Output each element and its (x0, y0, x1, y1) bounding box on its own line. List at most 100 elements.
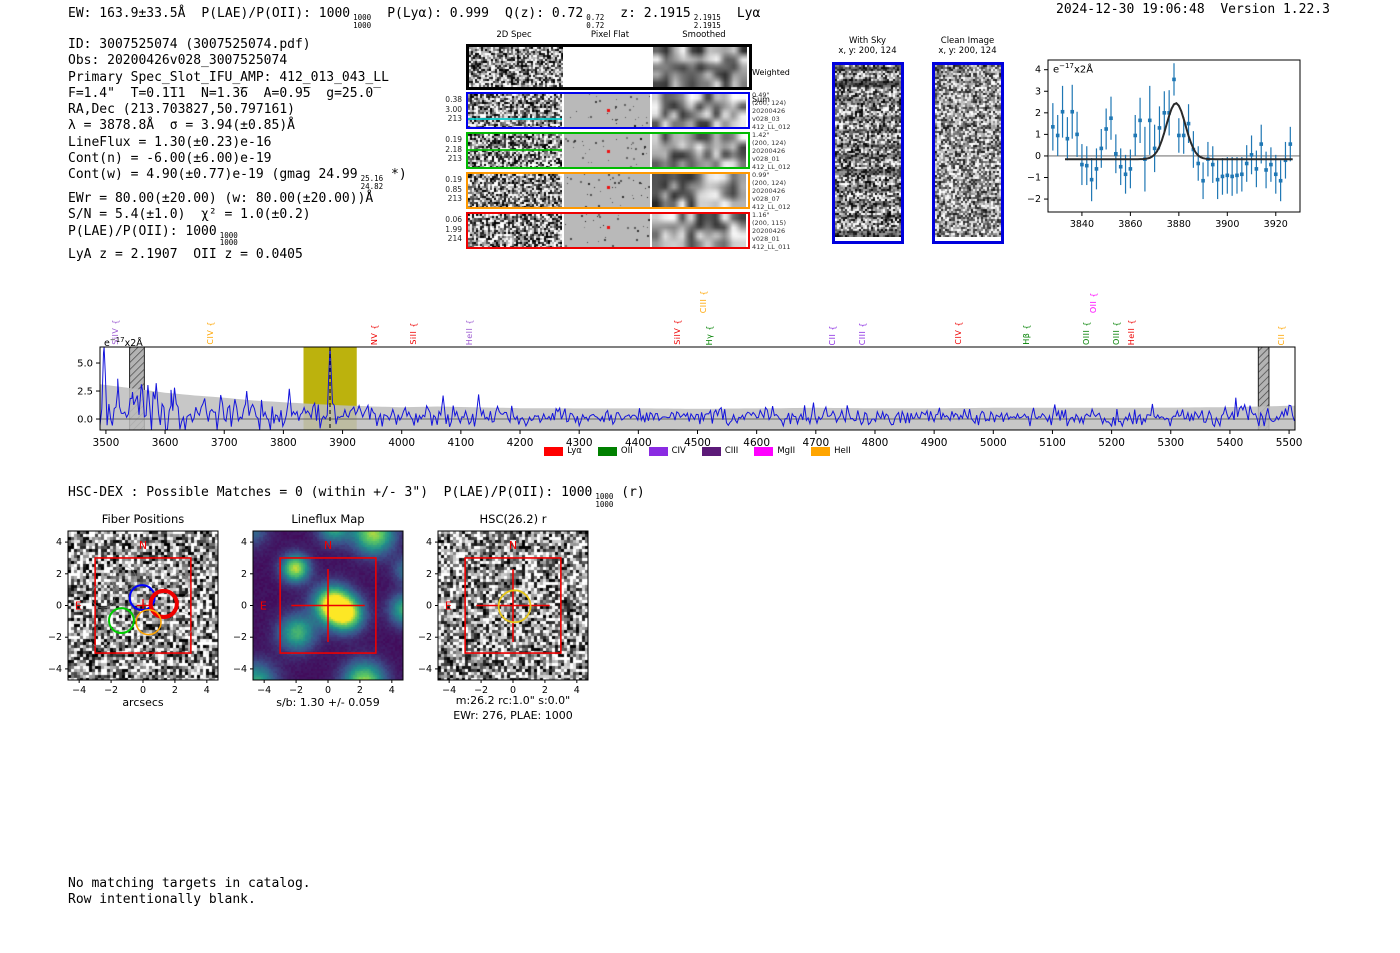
fit-data-point (1055, 133, 1060, 138)
legend-item-lyα: Lyα (544, 446, 582, 456)
fit-gaussian-curve (1065, 101, 1293, 161)
hsc-dex-text-stack-lo: 1000 (595, 499, 614, 509)
info-line-7-text: Cont(n) = -6.00(±6.00)e-19 (68, 151, 272, 167)
tick-label: −2 (418, 632, 432, 643)
fit-data-point (1244, 161, 1249, 166)
emission-label-nv-2: NV { (370, 323, 380, 345)
tick-label: 4 (1035, 65, 1041, 76)
emission-label-hγ-7: Hγ { (704, 324, 714, 345)
info-line-6-text: LineFlux = 1.30(±0.23)e-16 (68, 134, 272, 150)
tick-label: 5100 (1039, 437, 1066, 449)
spec2d-row-1-left-labels: 0.19 2.18 213 (445, 135, 462, 163)
tick-label: 4 (241, 537, 247, 548)
legend-swatch (597, 446, 617, 456)
header-token-5: Lyα (737, 6, 760, 21)
fit-data-point (1240, 172, 1244, 177)
fit-data-point (1196, 161, 1201, 166)
spec2d-row-1-annotations: 1.42" (200, 124) 20200426 v028_01 412_LL_012 (752, 131, 791, 171)
tick-label: 5400 (1217, 437, 1244, 449)
spec2d-row-1-fiber-trace (468, 149, 562, 151)
fit-data-point (1065, 136, 1070, 141)
fit-data-point (1269, 162, 1273, 167)
aperture-circle (497, 589, 532, 624)
legend-item-civ: CIV (648, 446, 686, 456)
fit-data-point (1177, 133, 1181, 138)
fit-data-point (1118, 164, 1123, 169)
emission-label-heii-15: HeII { (1127, 318, 1137, 345)
spec2d-row-2 (466, 172, 750, 209)
tick-label: E (260, 600, 267, 613)
cutout-fov-square (279, 557, 377, 654)
spec2d-row-2-flat (564, 174, 650, 207)
clean-image-canvas (935, 65, 1001, 237)
fit-data-point (1070, 109, 1075, 114)
tick-label: 0 (241, 601, 247, 612)
tick-label: 3600 (152, 437, 179, 449)
spec2d-row-0-flat (564, 94, 650, 127)
cutout-fov-square (464, 557, 562, 654)
emission-label-hβ-11: Hβ { (1021, 324, 1031, 345)
tick-label: −2 (289, 685, 303, 696)
fiber-positions-xlabel: arcsecs (122, 696, 164, 709)
col-header-smoothed: Smoothed (682, 30, 726, 40)
fit-data-point (1060, 109, 1065, 114)
spec2d-row-0-fiber-trace (468, 118, 562, 120)
fit-data-point (1201, 178, 1205, 183)
spec2d-row-0-left-labels: 0.38 3.00 213 (445, 95, 462, 123)
emission-label-oiii-14: OIII { (1111, 320, 1121, 345)
fit-data-point (1278, 178, 1283, 183)
fit-data-point (1283, 158, 1288, 163)
fit-data-point (1094, 167, 1099, 171)
legend-item-heii: HeII (811, 446, 851, 456)
fit-data-point (1075, 132, 1079, 137)
fit-data-point (1172, 77, 1176, 82)
info-line-6: LineFlux = 1.30(±0.23)e-16 (68, 135, 407, 151)
info-line-11-stack: 1000 1000 (220, 231, 238, 248)
with-sky-title: With Sky x, y: 200, 124 (838, 36, 897, 56)
ghost-fiber-circle (168, 612, 194, 637)
lo: 2.1915 (693, 20, 721, 30)
weighted-sum-2d-image (469, 47, 563, 87)
tick-label: 3900 (1215, 219, 1239, 230)
hsc-dex-text-post: (r) (613, 485, 645, 500)
info-line-8-stack: 25.16 24.82 (361, 175, 384, 191)
header-token-text: EW: 163.9±33.5Å (68, 6, 186, 21)
spec2d-row-1 (466, 132, 750, 169)
tick-label: 5300 (1157, 437, 1184, 449)
header-token-text: Q(z): 0.72 (504, 6, 584, 21)
header-token-stack: 1000 1000 (353, 14, 371, 30)
fit-data-point (1210, 162, 1215, 167)
tick-label: 4400 (625, 437, 652, 449)
fit-data-point (1162, 111, 1167, 115)
spec2d-row-3-left-labels: 0.06 1.99 214 (445, 215, 462, 243)
info-line-11-text: P(LAE)/P(OII): 1000 (68, 223, 217, 239)
tick-label: 4600 (743, 437, 770, 449)
fit-data-point (1084, 163, 1089, 168)
fit-data-point (1114, 151, 1118, 156)
emission-label-oiii-12: OIII { (1081, 320, 1091, 345)
header-token-text: P(Lyα): 0.999 (387, 6, 489, 21)
emission-label-siiv-5: SiIV { (672, 319, 682, 345)
hsc-cutout-overlay: −4 4 −2 2 0 0 2 −2 4 −4 N E (418, 530, 589, 696)
tick-label: 5000 (980, 437, 1007, 449)
hi: 1000 (353, 13, 372, 22)
info-line-9-text: EWr = 80.00(±20.00) (w: 80.00(±20.00))Å (68, 190, 374, 206)
spec2d-row-2-left-labels: 0.19 0.85 213 (445, 175, 462, 203)
ghost-fiber-circle (111, 566, 137, 592)
fit-data-point (1230, 174, 1234, 179)
info-line-8-text: Cont(w) = 4.90(±0.77)e-19 (gmag 24.99 (68, 167, 358, 183)
info-line-0: ID: 3007525074 (3007525074.pdf) (68, 37, 407, 53)
fit-data-point (1080, 162, 1084, 167)
tick-label: 3860 (1118, 219, 1142, 230)
spec2d-row-3 (466, 212, 750, 249)
tick-label: 4 (56, 537, 62, 548)
fiber-positions-title: Fiber Positions (101, 512, 185, 526)
emission-label-civ-10: CIV { (954, 321, 964, 345)
info-line-3: F=1.4" T=0.1̅11 N=1.3̅6 A=0.9̅5 g=25.0̅ (68, 86, 407, 102)
tick-label: −2 (474, 685, 488, 696)
tick-label: −4 (233, 664, 247, 675)
tick-label: E (75, 600, 82, 613)
catalog-match-summary: HSC-DEX : Possible Matches = 0 (within +… (68, 485, 645, 509)
tick-label: 4800 (862, 437, 889, 449)
